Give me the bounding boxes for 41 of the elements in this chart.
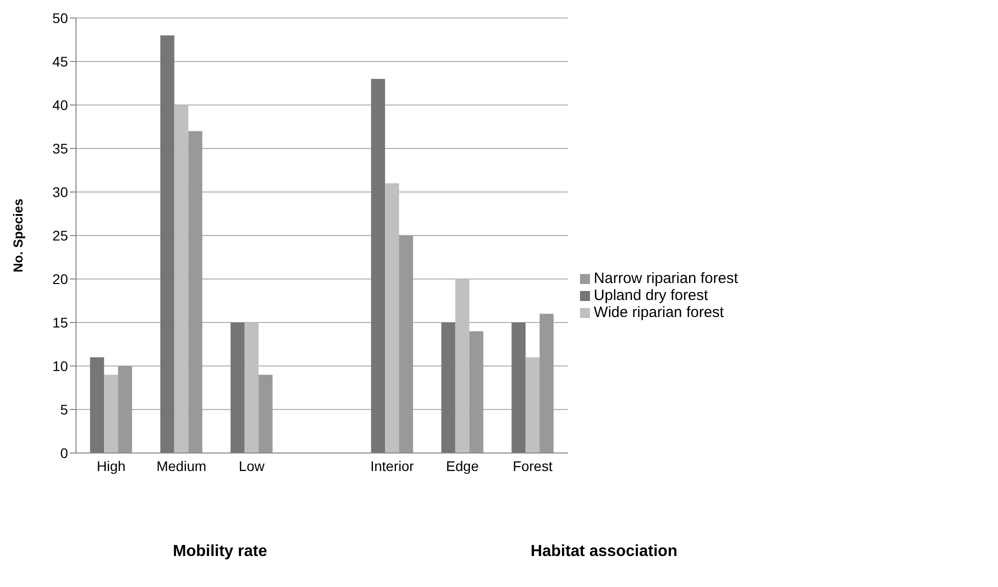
y-axis-title: No. Species [10, 198, 26, 272]
y-tick-label: 50 [52, 10, 68, 26]
text: Habitat association [530, 543, 678, 561]
x-tick-label: Forest [512, 458, 553, 474]
y-tick-label: 40 [52, 96, 68, 113]
bar [258, 374, 273, 453]
bar [526, 357, 540, 453]
bar [90, 357, 104, 453]
x-tick-label: High [96, 458, 126, 474]
y-tick-label: 35 [52, 140, 68, 156]
y-tick-label: 10 [52, 358, 68, 374]
bar [540, 314, 554, 453]
legend-label: Wide riparian forest [594, 304, 724, 321]
bar [160, 35, 174, 453]
bar [512, 322, 526, 453]
x-tick-label: Edge [446, 458, 479, 474]
y-tick-label: 15 [52, 314, 68, 330]
x-tick-label: Low [238, 458, 266, 474]
y-tick-label: 30 [52, 184, 68, 200]
y-tick-label: 20 [52, 270, 68, 287]
legend-label: Upland dry forest [594, 287, 708, 304]
bar [230, 322, 245, 453]
bar [174, 105, 188, 453]
bar [188, 131, 202, 453]
bar [104, 374, 118, 453]
legend-label: Narrow riparian forest [594, 270, 738, 287]
bar [455, 279, 470, 453]
bar [385, 183, 400, 453]
text: Mobility rate [172, 543, 268, 561]
y-tick-label: 0 [60, 444, 68, 461]
x-tick-label: Interior [370, 458, 414, 474]
bar [399, 236, 414, 453]
bar [371, 78, 386, 453]
bar [469, 331, 484, 453]
y-tick-label: 45 [52, 53, 68, 70]
y-tick-label: 5 [60, 401, 68, 418]
x-tick-label: Medium [156, 458, 206, 474]
bar [118, 366, 132, 453]
bar [244, 322, 259, 453]
bar [441, 322, 456, 453]
y-tick-label: 25 [52, 227, 68, 244]
